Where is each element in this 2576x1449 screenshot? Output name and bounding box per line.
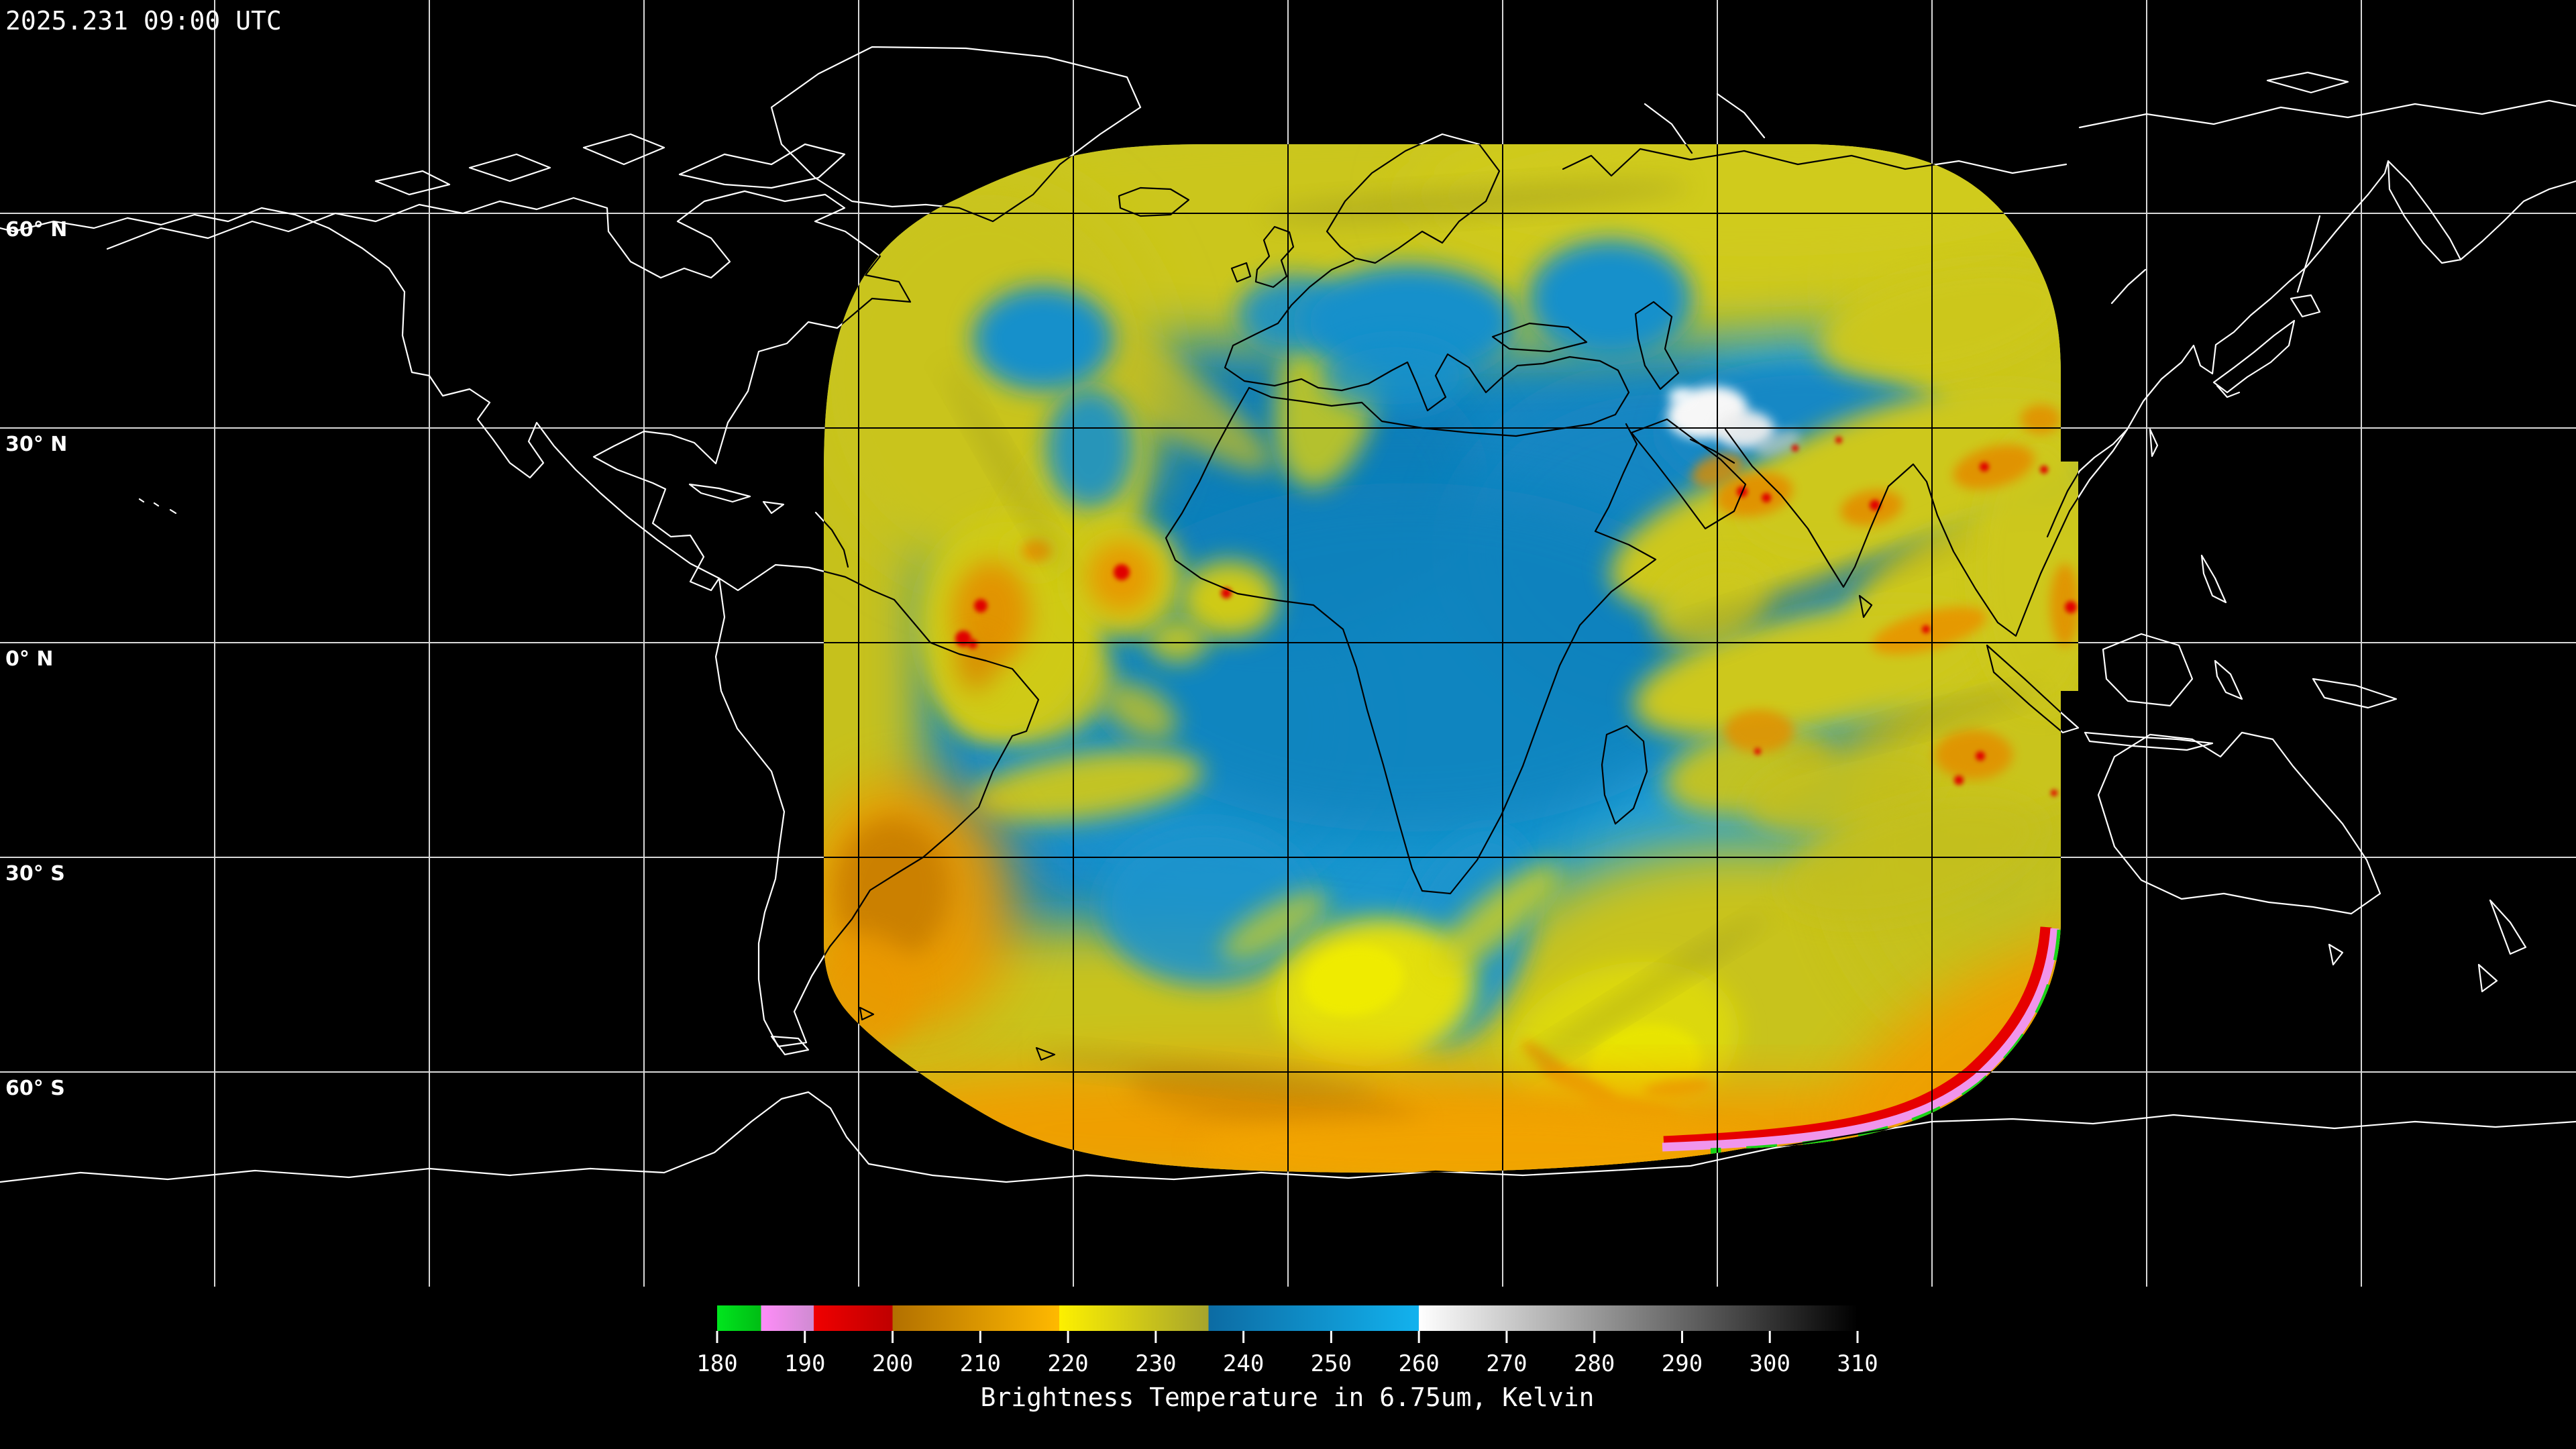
colorbar-tick-label: 290 <box>1662 1350 1703 1377</box>
colorbar-tick-label: 210 <box>960 1350 1001 1377</box>
colorbar-tick-labels: 180 190 200 210 220 230 240 250 260 270 280 290 300 3… <box>696 1350 1878 1377</box>
cold-cloud-top-red-spot <box>2040 466 2048 474</box>
cold-cloud-top-red-spot <box>2065 601 2077 613</box>
latitude-label: 30° N <box>5 433 67 456</box>
colorbar-tick-label: 270 <box>1486 1350 1527 1377</box>
latitude-label: 30° S <box>5 862 65 885</box>
temperature-blob <box>1715 472 1793 517</box>
colorbar-tick-label: 240 <box>1223 1350 1264 1377</box>
temperature-blob <box>1652 560 1770 647</box>
temperature-blob <box>1261 181 1690 221</box>
cold-cloud-top-red-spot <box>2051 790 2057 796</box>
colorbar-tick-label: 280 <box>1574 1350 1615 1377</box>
colorbar-ticks <box>716 1331 1859 1343</box>
temperature-blob <box>1820 266 2071 378</box>
cold-cloud-top-red-spot <box>968 639 977 649</box>
temperature-blob <box>2050 564 2078 647</box>
cold-cloud-top-red-spot <box>1114 564 1130 580</box>
temperature-blob <box>1518 914 1769 1072</box>
cold-cloud-top-red-spot <box>1870 500 1880 511</box>
temperature-blob <box>2021 405 2061 434</box>
latitude-label: 60° S <box>5 1077 65 1100</box>
cold-cloud-top-red-spot <box>1762 493 1771 502</box>
cold-cloud-top-red-spot <box>1792 445 1799 451</box>
temperature-blob <box>1935 730 2012 780</box>
temperature-blob <box>1221 891 1328 961</box>
cold-cloud-top-red-spot <box>1954 775 1964 785</box>
temperature-blob <box>1322 339 1469 413</box>
temperature-blob <box>1034 1052 1381 1095</box>
temperature-blob <box>1755 429 1801 456</box>
latitude-label: 0° N <box>5 647 53 671</box>
temperature-blob <box>1782 688 2042 761</box>
temperature-blob <box>1714 411 1774 448</box>
colorbar-gradient-bar <box>717 1305 1858 1331</box>
colorbar-tick-label: 180 <box>696 1350 737 1377</box>
cold-cloud-top-red-spot <box>1922 625 1930 633</box>
colorbar: 180 190 200 210 220 230 240 250 260 270 280 290 300 3… <box>696 1305 1878 1412</box>
cold-cloud-top-red-spot <box>1976 751 1985 761</box>
timestamp: 2025.231 09:00 UTC <box>5 6 282 36</box>
temperature-blob <box>945 364 1067 575</box>
colorbar-tick-label: 200 <box>872 1350 913 1377</box>
cold-cloud-top-red-spot <box>1835 437 1842 443</box>
temperature-blob <box>1104 682 1177 740</box>
temperature-blob <box>970 750 1203 822</box>
colorbar-tick-label: 250 <box>1311 1350 1352 1377</box>
temperature-blob <box>1724 710 1794 753</box>
colorbar-tick-label: 190 <box>784 1350 825 1377</box>
temperature-blob <box>835 818 949 959</box>
colorbar-tick-label: 300 <box>1750 1350 1790 1377</box>
cold-cloud-top-red-spot <box>1980 462 1989 472</box>
temperature-blob <box>1046 388 1134 508</box>
latitude-label: 60° N <box>5 218 67 241</box>
temperature-blob <box>1432 864 1560 974</box>
temperature-blob <box>1303 945 1404 1016</box>
colorbar-tick-label: 310 <box>1837 1350 1878 1377</box>
brightness-temperature-field <box>824 144 2078 1173</box>
temperature-blob <box>1645 535 1978 645</box>
temperature-blob <box>1953 444 2035 490</box>
colorbar-tick-label: 230 <box>1135 1350 1176 1377</box>
colorbar-title: Brightness Temperature in 6.75um, Kelvin <box>980 1383 1594 1412</box>
cold-cloud-top-red-spot <box>1754 748 1761 755</box>
cold-cloud-top-red-spot <box>974 599 987 612</box>
temperature-blob <box>973 286 1114 391</box>
temperature-blob <box>1668 388 1693 404</box>
colorbar-tick-label: 220 <box>1047 1350 1088 1377</box>
temperature-blob <box>956 637 996 691</box>
temperature-blob <box>1147 619 1208 662</box>
colorbar-tick-label: 260 <box>1398 1350 1439 1377</box>
temperature-blob <box>1781 796 2043 922</box>
latitude-labels: 60° N 30° N 0° N 30° S 60° S <box>5 218 67 1100</box>
